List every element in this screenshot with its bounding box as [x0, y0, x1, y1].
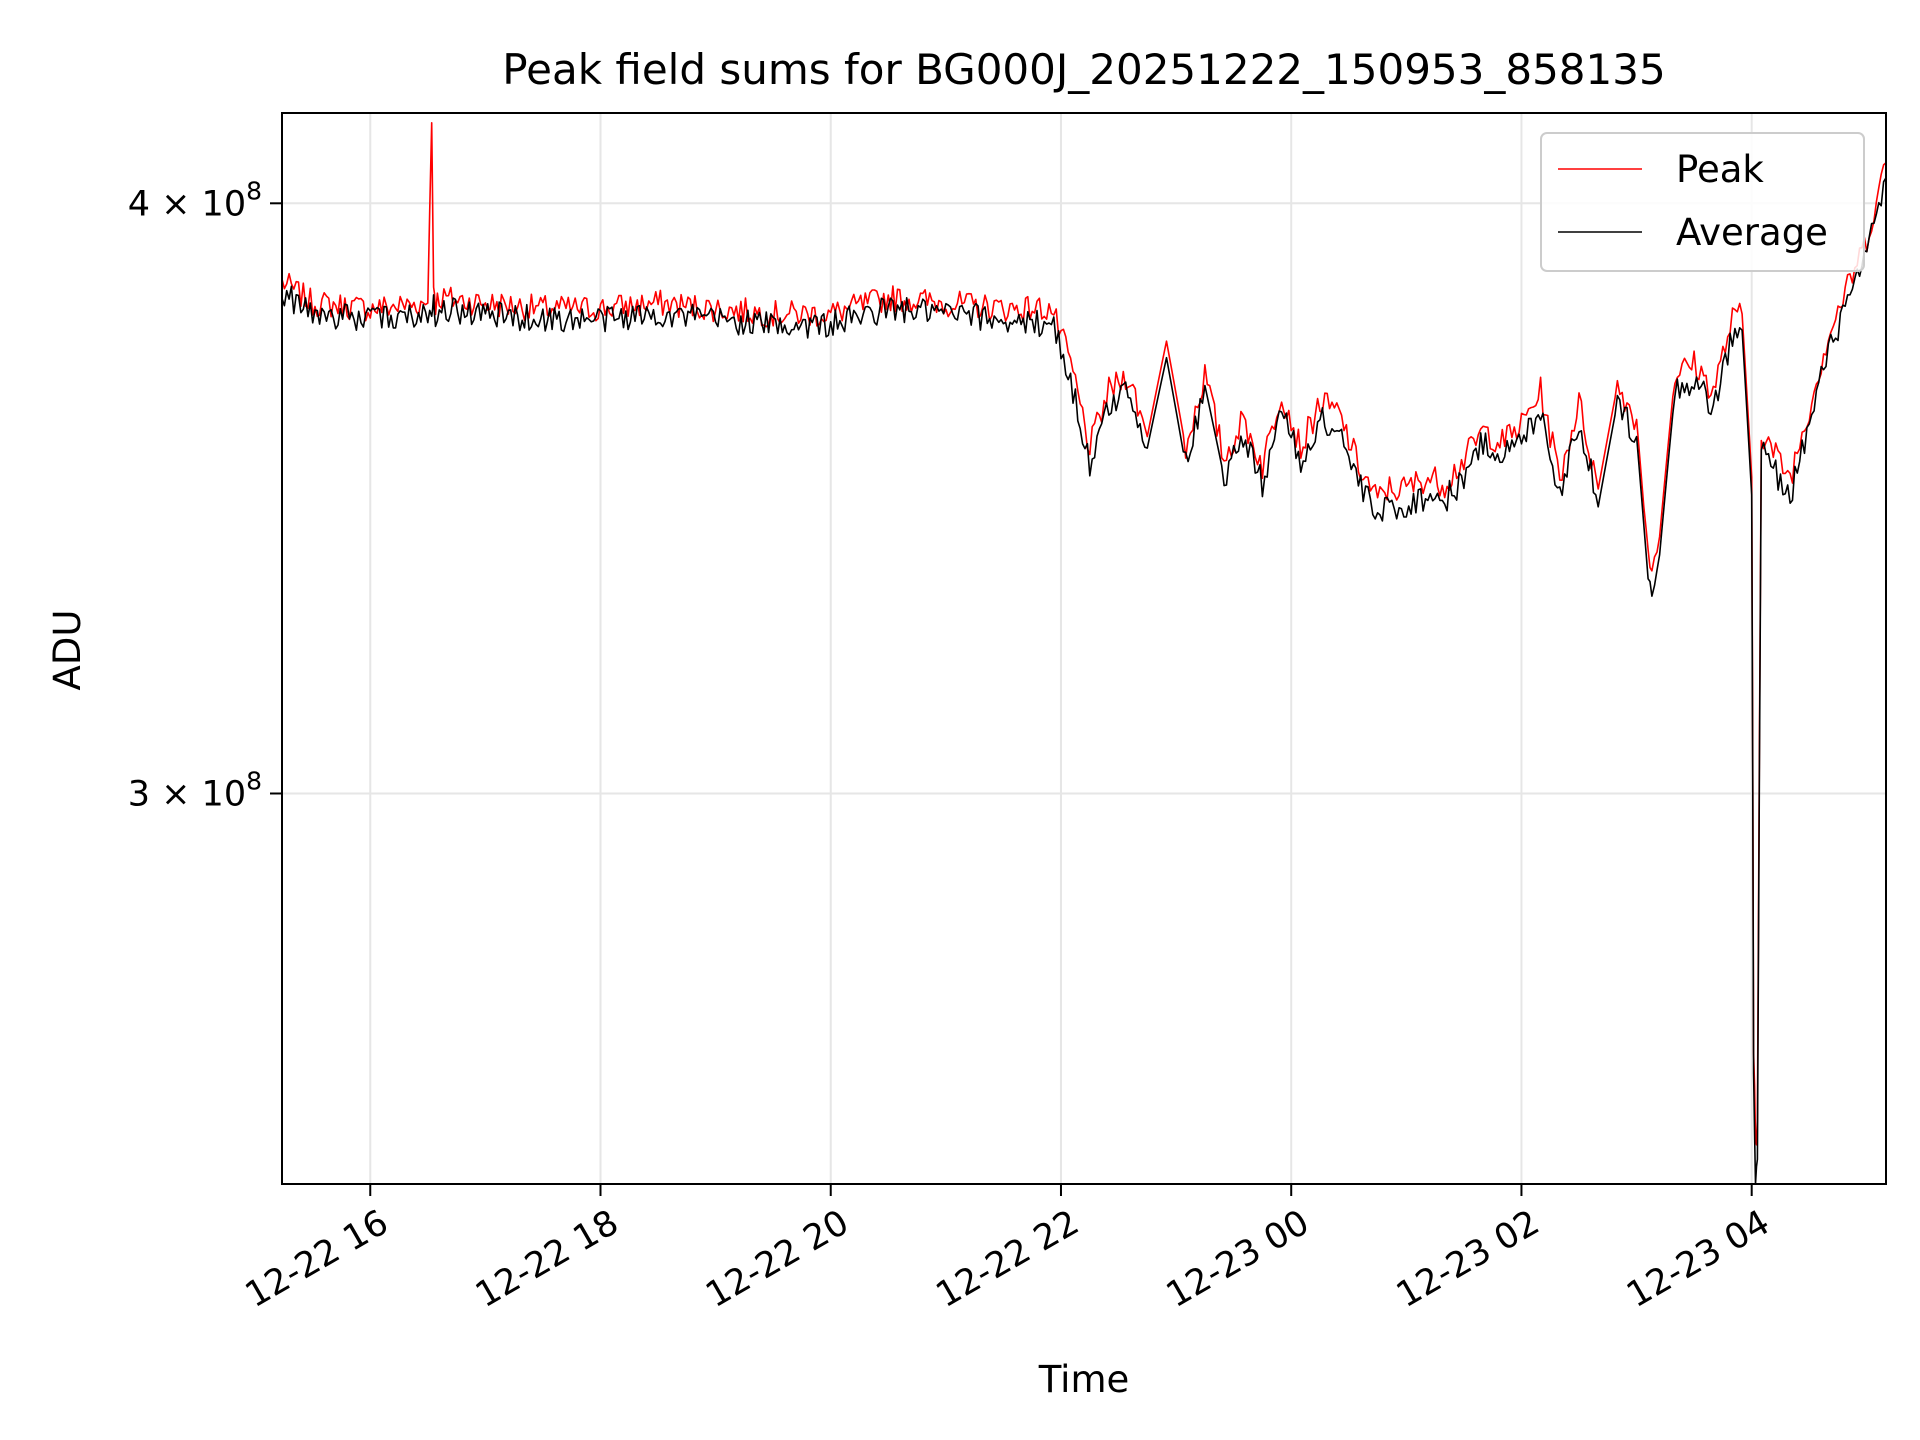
y-tick-label: 4 × 108: [128, 176, 262, 224]
series-lines: [281, 122, 1887, 1185]
legend-average-label: Average: [1676, 211, 1828, 254]
plot-frame: [281, 112, 1887, 1185]
legend-box: [1540, 132, 1865, 272]
y-axis-ticks: 3 × 108 4 × 108: [128, 176, 282, 814]
legend-peak-label: Peak: [1676, 148, 1764, 191]
y-tick-label: 3 × 108: [128, 766, 262, 814]
chart-title: Peak field sums for BG000J_20251222_1509…: [502, 45, 1665, 94]
y-axis-label: ADU: [46, 610, 89, 691]
series-line-peak: [281, 122, 1887, 1146]
legend: Peak Average: [1540, 132, 1865, 272]
x-axis-label: Time: [1038, 1358, 1130, 1401]
series-line-average: [281, 177, 1887, 1185]
